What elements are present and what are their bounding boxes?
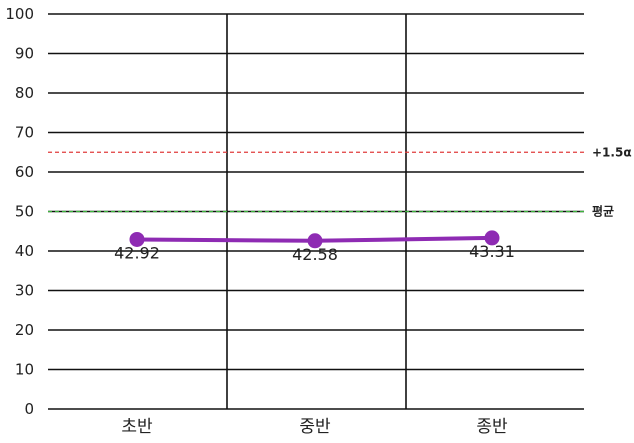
y-tick-label: 70	[15, 124, 34, 142]
x-category-label: 초반	[121, 417, 153, 437]
data-point	[129, 231, 145, 247]
data-label: 42.92	[114, 243, 160, 262]
data-point	[484, 230, 500, 246]
y-tick-label: 10	[15, 361, 34, 379]
data-label: 43.31	[469, 242, 515, 261]
y-tick-label: 0	[24, 400, 34, 418]
reference-line-label: +1.5α	[592, 145, 632, 159]
y-tick-label: 50	[15, 203, 34, 221]
y-tick-label: 20	[15, 321, 34, 339]
y-tick-label: 30	[15, 282, 34, 300]
y-tick-label: 90	[15, 45, 34, 63]
x-category-label: 종반	[476, 417, 508, 437]
data-point	[307, 233, 323, 249]
y-tick-label: 80	[15, 84, 34, 102]
y-tick-label: 40	[15, 242, 34, 260]
x-category-label: 중반	[299, 417, 331, 437]
y-tick-label: 100	[5, 5, 34, 23]
data-label: 42.58	[292, 245, 338, 264]
reference-line-label: 평균	[592, 205, 614, 219]
y-tick-label: 60	[15, 163, 34, 181]
